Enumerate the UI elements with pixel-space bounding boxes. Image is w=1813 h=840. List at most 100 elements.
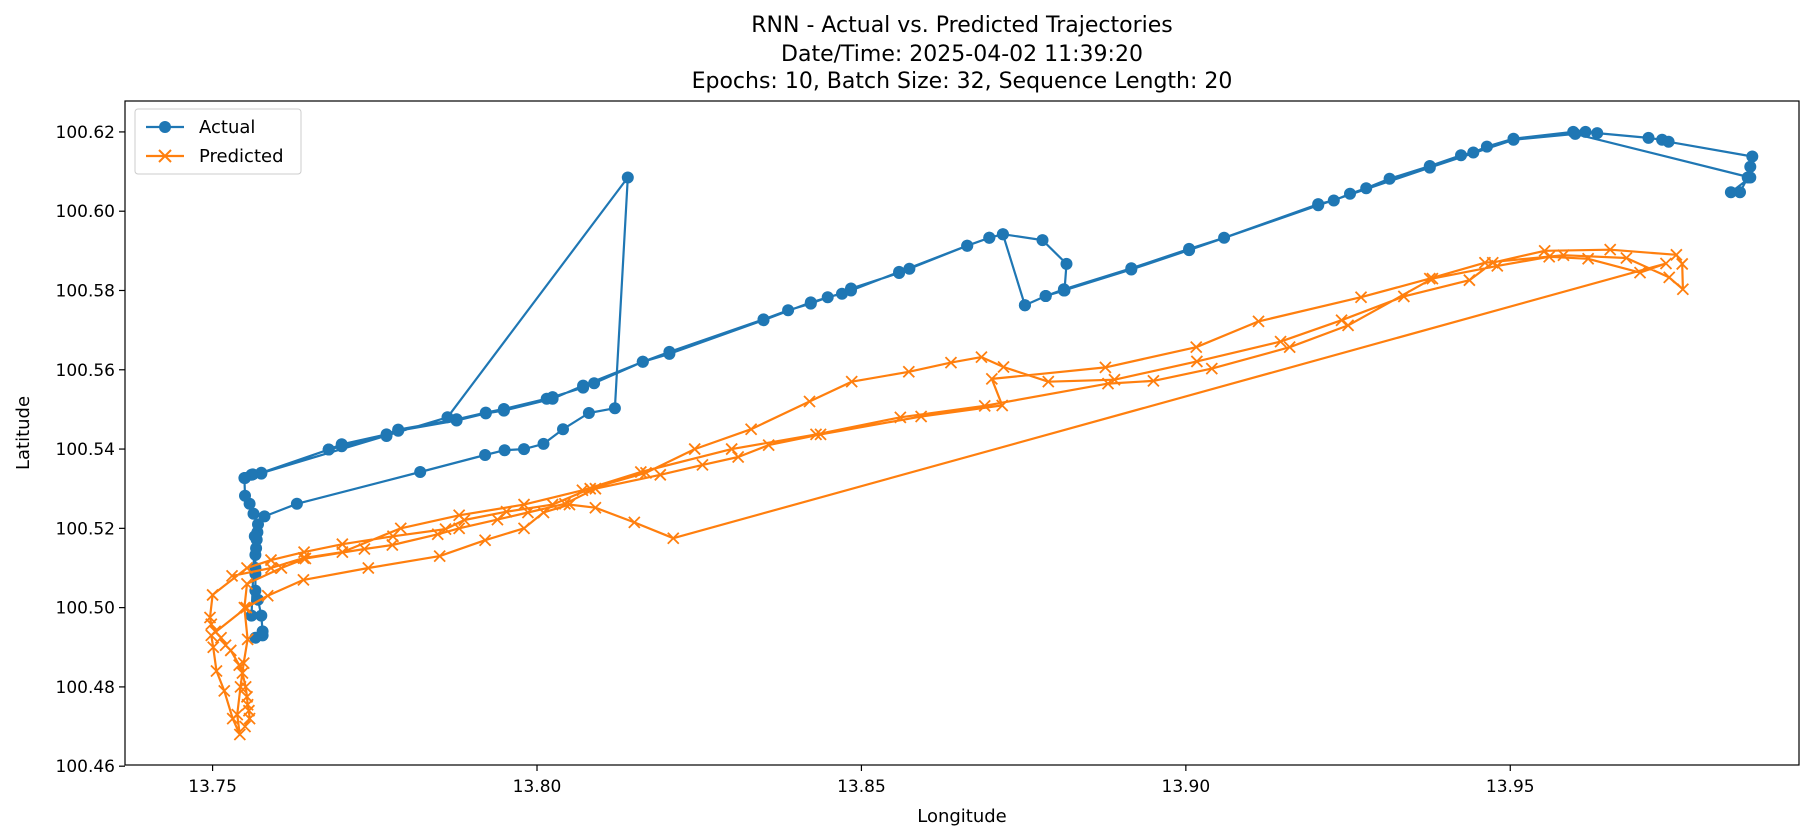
- data-point-predicted: [639, 466, 653, 479]
- chart-title-line-2: Date/Time: 2025-04-02 11:39:20: [781, 42, 1143, 67]
- data-point-predicted: [1397, 290, 1410, 303]
- x-tick-label: 13.90: [1162, 777, 1211, 797]
- data-point-actual: [479, 449, 492, 461]
- data-point-predicted: [1147, 374, 1160, 388]
- y-axis-label: Latitude: [13, 396, 34, 470]
- data-point-predicted: [1478, 256, 1492, 269]
- data-point-actual: [1018, 299, 1031, 312]
- data-point-actual: [903, 262, 916, 275]
- data-point-actual: [836, 287, 848, 300]
- data-point-actual: [1057, 284, 1070, 297]
- x-tick-label: 13.85: [837, 777, 886, 797]
- data-point-actual: [249, 584, 262, 597]
- data-point-actual: [256, 625, 269, 638]
- data-point-predicted: [1581, 252, 1595, 265]
- data-point-predicted: [894, 411, 907, 424]
- data-point-predicted: [1543, 250, 1556, 263]
- data-point-actual: [1507, 133, 1520, 146]
- chart-title-line-3: Epochs: 10, Batch Size: 32, Sequence Len…: [692, 69, 1233, 94]
- x-axis-label: Longitude: [917, 806, 1007, 827]
- data-point-predicted: [1620, 251, 1633, 265]
- data-point-actual: [414, 466, 427, 478]
- data-point-predicted: [205, 629, 218, 642]
- data-point-predicted: [233, 728, 246, 741]
- data-point-predicted: [1190, 341, 1203, 354]
- data-point-predicted: [696, 458, 709, 472]
- data-point-predicted: [1042, 375, 1055, 388]
- data-point-predicted: [563, 498, 576, 511]
- data-point-actual: [479, 407, 492, 420]
- data-point-predicted: [654, 468, 667, 481]
- data-point-actual: [757, 314, 770, 327]
- data-point-predicted: [297, 551, 310, 565]
- data-point-predicted: [517, 522, 531, 535]
- data-point-predicted: [478, 534, 492, 547]
- data-point-actual: [782, 304, 795, 317]
- legend-item-actual: Actual: [146, 117, 255, 138]
- data-point-predicted: [218, 684, 231, 698]
- series-line-actual: [243, 130, 1754, 639]
- data-point-actual: [450, 414, 463, 427]
- series-layer: [203, 125, 1759, 741]
- data-point-predicted: [902, 365, 915, 378]
- data-point-actual: [636, 355, 649, 368]
- data-point-predicted: [744, 423, 758, 436]
- data-point-actual: [1455, 149, 1467, 162]
- series-actual: [238, 125, 1759, 644]
- data-point-predicted: [261, 589, 274, 602]
- legend: Actual Predicted: [134, 108, 302, 175]
- y-tick-label: 100.56: [56, 361, 115, 381]
- data-point-predicted: [517, 498, 531, 511]
- data-point-actual: [1467, 146, 1480, 159]
- data-point-predicted: [362, 561, 375, 575]
- legend-label-predicted: Predicted: [199, 146, 284, 167]
- data-point-actual: [290, 497, 303, 510]
- data-point-predicted: [226, 712, 239, 725]
- data-point-predicted: [688, 442, 701, 456]
- data-point-actual: [258, 510, 271, 523]
- data-point-actual: [961, 239, 974, 252]
- data-point-predicted: [203, 611, 217, 624]
- data-point-predicted: [358, 542, 371, 556]
- data-point-actual: [1744, 160, 1757, 173]
- x-tick-label: 13.95: [1486, 777, 1535, 797]
- data-point-actual: [255, 609, 268, 622]
- data-point-predicted: [1557, 249, 1570, 262]
- data-point-actual: [1734, 186, 1746, 199]
- data-point-predicted: [1670, 248, 1683, 261]
- data-point-actual: [804, 296, 817, 309]
- data-point-predicted: [238, 720, 252, 733]
- data-point-actual: [252, 518, 264, 531]
- data-point-predicted: [537, 506, 550, 519]
- data-point-predicted: [439, 522, 452, 536]
- data-point-predicted: [1676, 283, 1689, 296]
- data-point-actual: [1423, 161, 1436, 174]
- data-point-predicted: [1354, 291, 1368, 304]
- data-point-predicted: [576, 484, 589, 497]
- data-point-actual: [577, 379, 590, 392]
- y-tick-label: 100.54: [56, 440, 115, 460]
- data-point-predicted: [453, 522, 466, 535]
- data-point-predicted: [1663, 271, 1676, 284]
- data-point-predicted: [1463, 274, 1476, 287]
- data-point-predicted: [1604, 243, 1617, 256]
- data-point-actual: [663, 347, 676, 360]
- data-point-predicted: [996, 399, 1009, 412]
- data-point-actual: [239, 489, 251, 502]
- data-point-predicted: [491, 513, 504, 526]
- data-point-actual: [1744, 171, 1757, 184]
- data-point-actual: [621, 171, 634, 184]
- chart-title: RNN - Actual vs. Predicted Trajectories …: [692, 13, 1233, 94]
- data-point-actual: [497, 404, 510, 417]
- data-point-predicted: [1108, 373, 1121, 386]
- x-axis: 13.75 13.80 13.85 13.90 13.95: [188, 765, 1535, 797]
- data-point-predicted: [219, 639, 232, 652]
- data-point-actual: [441, 411, 454, 424]
- data-point-actual: [893, 265, 906, 278]
- data-point-predicted: [234, 680, 247, 694]
- data-point-predicted: [914, 410, 928, 423]
- data-point-actual: [239, 472, 251, 484]
- y-axis: 100.46 100.48 100.50 100.52 100.54 100.56 100.…: [56, 123, 125, 777]
- data-point-predicted: [206, 588, 219, 602]
- data-point-predicted: [1190, 355, 1204, 368]
